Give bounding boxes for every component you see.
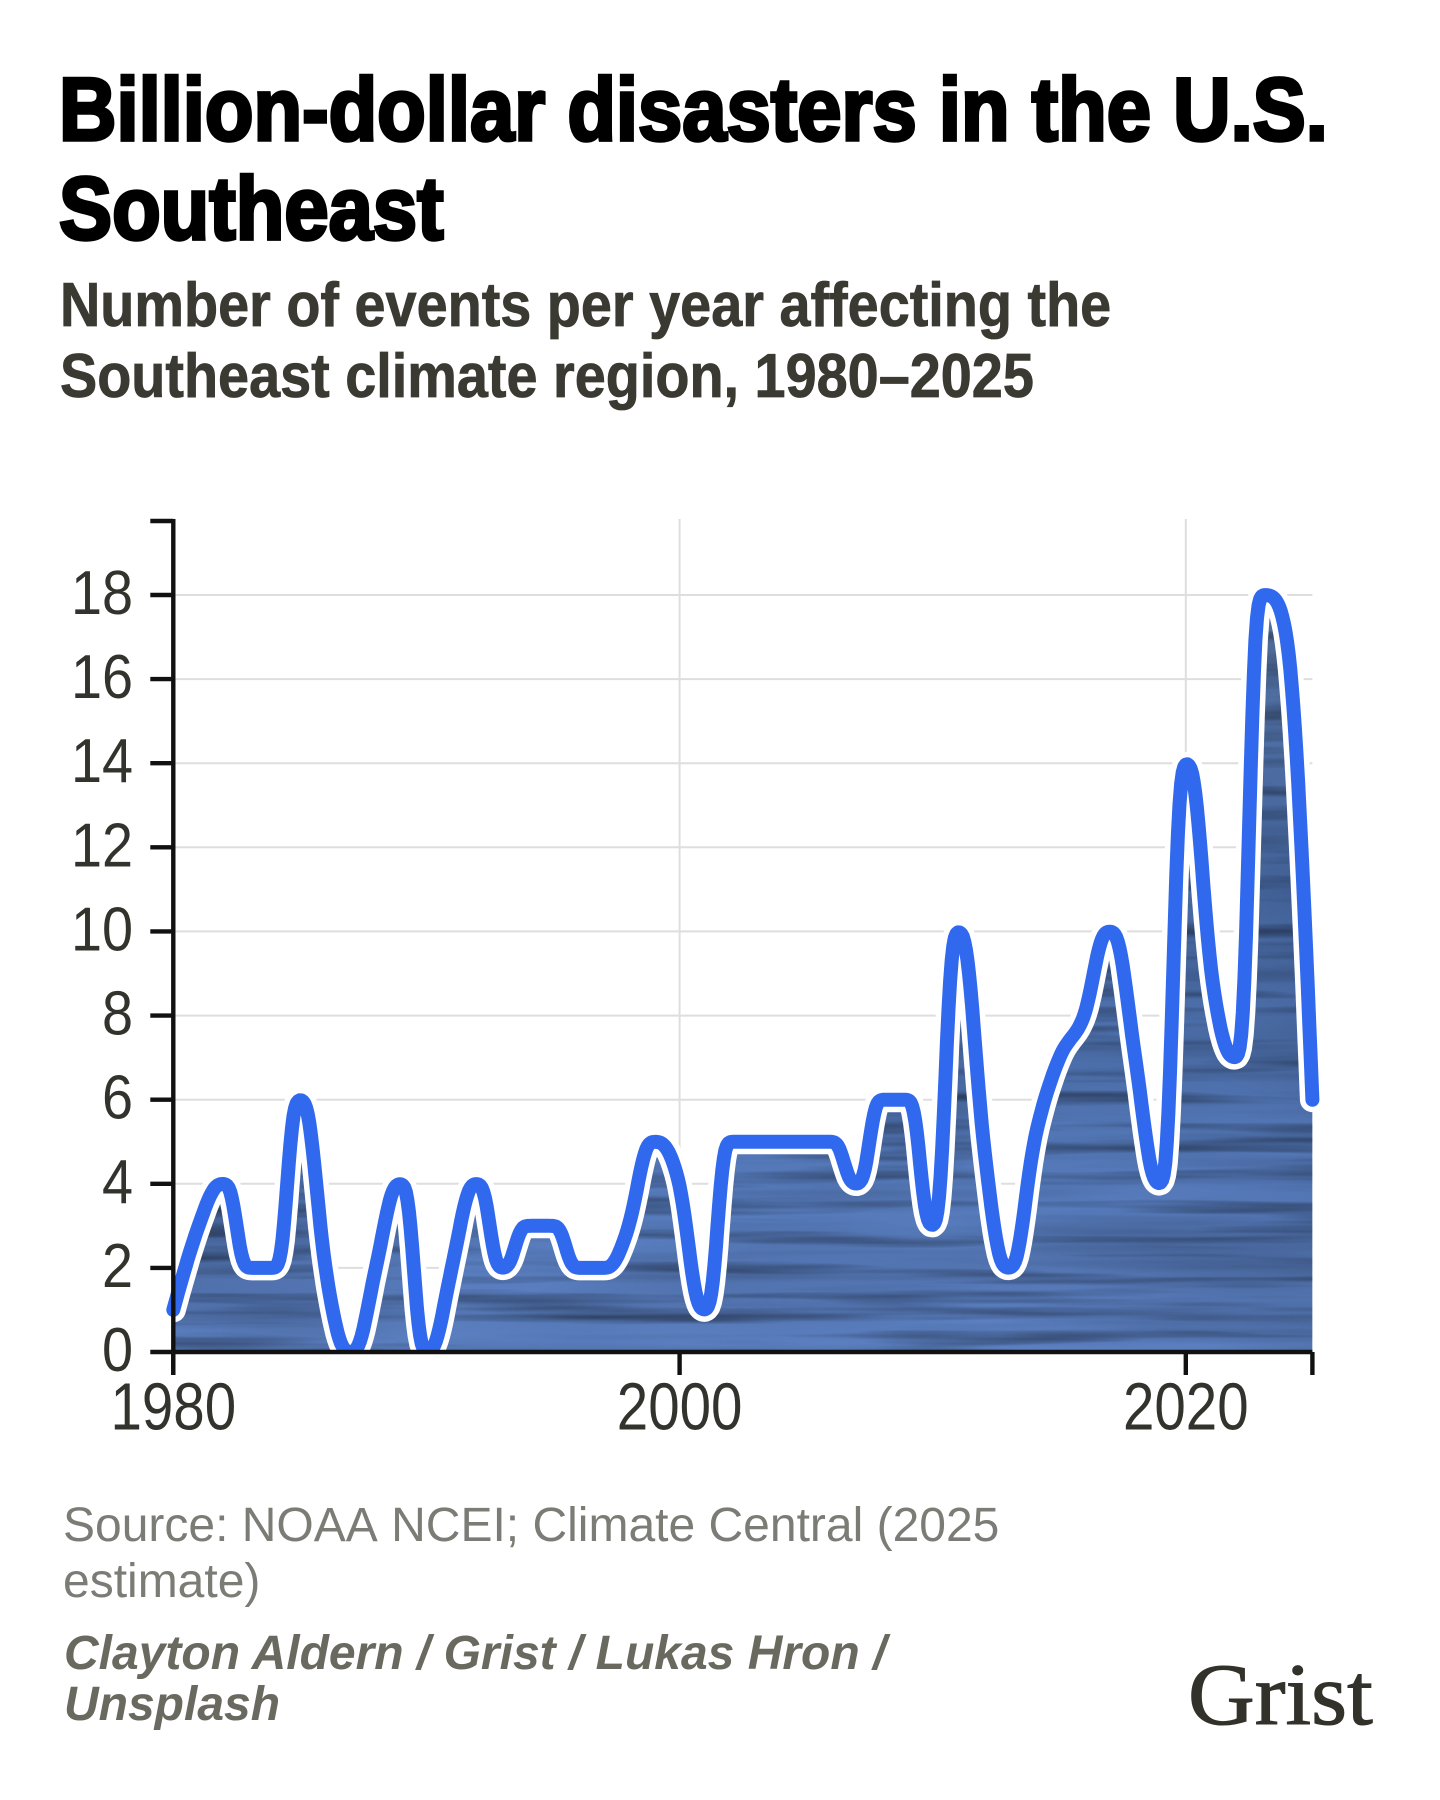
svg-text:18: 18 [71, 559, 133, 627]
svg-text:1980: 1980 [110, 1370, 236, 1445]
svg-text:0: 0 [102, 1316, 133, 1384]
svg-text:6: 6 [102, 1064, 133, 1132]
svg-text:2: 2 [102, 1232, 133, 1300]
svg-text:16: 16 [71, 643, 133, 711]
svg-text:2020: 2020 [1123, 1370, 1249, 1445]
svg-text:12: 12 [71, 812, 133, 880]
svg-text:10: 10 [71, 896, 133, 964]
svg-text:2000: 2000 [617, 1370, 743, 1445]
svg-text:4: 4 [102, 1148, 133, 1216]
svg-text:14: 14 [71, 728, 133, 796]
svg-text:8: 8 [102, 980, 133, 1048]
